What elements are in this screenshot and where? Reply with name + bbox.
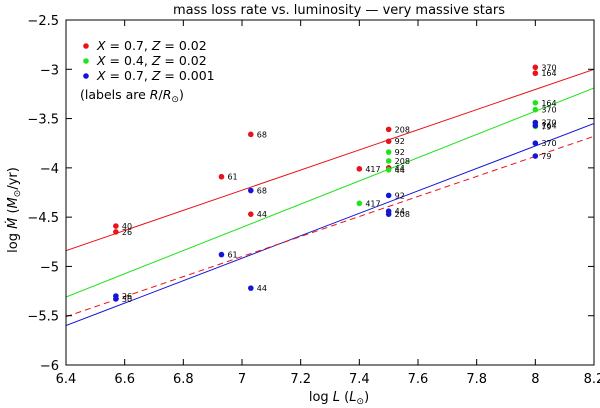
data-point [385, 138, 392, 145]
fit-line-series-2 [66, 87, 594, 298]
point-label: 44 [395, 207, 405, 216]
point-label: 30 [122, 295, 132, 304]
data-point [532, 70, 539, 77]
data-point [532, 140, 539, 147]
point-label: 92 [395, 148, 405, 157]
fit-line-series-3 [66, 123, 594, 327]
legend-entry: X = 0.7, Z = 0.001 [96, 68, 215, 83]
y-tick-label: −4.5 [27, 211, 59, 226]
axes: 6.4 6.6 6.8 7 7.2 7.4 7.6 7.8 8 8.2 −6 −5.5 −5 −4.5 −4… [27, 14, 600, 387]
point-label: 61 [227, 173, 237, 182]
data-point [385, 149, 392, 155]
y-tick-label: −3.5 [27, 113, 59, 128]
point-label: 40 [122, 222, 132, 231]
point-label: 370 [541, 119, 556, 128]
point-label: 208 [395, 125, 410, 134]
data-point [532, 122, 539, 129]
data-point [385, 211, 392, 217]
y-tick-label: −4 [40, 162, 59, 177]
y-tick-label: −3 [40, 63, 59, 78]
data-point [356, 166, 363, 172]
data-point [113, 229, 119, 235]
data-point [356, 200, 363, 207]
y-tick-label: −5.5 [27, 310, 59, 325]
x-tick-label: 7.8 [466, 372, 487, 387]
point-label: 79 [541, 122, 551, 131]
x-tick-label: 8.2 [584, 372, 600, 387]
point-label: 26 [122, 228, 132, 237]
point-label: 92 [395, 137, 405, 146]
point-label: 417 [365, 199, 380, 208]
legend-entry: X = 0.4, Z = 0.02 [96, 53, 207, 68]
point-label: 208 [395, 210, 410, 219]
legend-entry: X = 0.7, Z = 0.02 [96, 38, 207, 53]
x-tick-label: 6.4 [56, 372, 77, 387]
x-tick-label: 8 [531, 372, 539, 387]
point-label: 92 [395, 191, 405, 200]
point-label: 68 [257, 130, 267, 139]
point-label: 79 [541, 152, 551, 161]
data-points: 4026616844417208924437016441792208441643… [113, 63, 557, 304]
data-point [385, 126, 392, 133]
point-label: 370 [541, 63, 556, 72]
legend: X = 0.7, Z = 0.02X = 0.4, Z = 0.02X = 0.… [80, 38, 215, 105]
point-label: 164 [541, 69, 556, 78]
point-label: 44 [257, 284, 267, 293]
y-tick-label: −5 [40, 260, 59, 275]
y-tick-label: −6 [40, 359, 59, 374]
data-point [248, 131, 254, 138]
x-tick-label: 6.8 [173, 372, 194, 387]
point-label: 44 [395, 164, 405, 173]
data-point [385, 192, 392, 199]
data-point [532, 153, 539, 159]
data-point [532, 100, 539, 106]
x-axis-title: log L (L⊙) [309, 390, 369, 407]
y-tick-label: −2.5 [27, 14, 59, 29]
x-tick-label: 6.6 [114, 372, 135, 387]
y-axis-title: log Ṁ (M⊙/yr) [5, 167, 23, 253]
x-tick-label: 7.4 [349, 372, 370, 387]
legend-marker [83, 43, 89, 49]
chart-title: mass loss rate vs. luminosity — very mas… [173, 3, 505, 18]
fit-lines [66, 68, 594, 327]
fit-line-series-1 [66, 68, 594, 252]
point-label: 164 [541, 121, 556, 130]
x-tick-label: 7.2 [290, 372, 311, 387]
dashed-fit-line [66, 135, 594, 318]
point-label: 68 [257, 187, 267, 196]
data-point [532, 106, 539, 113]
data-point [385, 167, 392, 173]
point-label: 61 [227, 251, 237, 260]
legend-note: (labels are R/R⊙) [80, 87, 184, 105]
point-label: 44 [257, 210, 267, 219]
data-point [218, 173, 225, 180]
point-label: 370 [541, 106, 556, 115]
data-point [113, 223, 119, 229]
point-label: 26 [122, 292, 132, 301]
x-tick-label: 7.6 [408, 372, 429, 387]
x-tick-label: 7 [238, 372, 246, 387]
data-point [248, 285, 254, 291]
point-label: 164 [541, 99, 556, 108]
legend-marker [83, 73, 89, 79]
data-point [218, 251, 225, 258]
data-point [248, 211, 254, 217]
legend-marker [83, 58, 89, 64]
data-point [385, 158, 392, 164]
data-point [248, 187, 254, 194]
plot-frame [65, 19, 595, 366]
point-label: 44 [395, 166, 405, 175]
point-label: 370 [541, 139, 556, 148]
point-label: 417 [365, 165, 380, 174]
data-point [532, 64, 539, 71]
point-label: 208 [395, 157, 410, 166]
data-point [113, 296, 119, 302]
